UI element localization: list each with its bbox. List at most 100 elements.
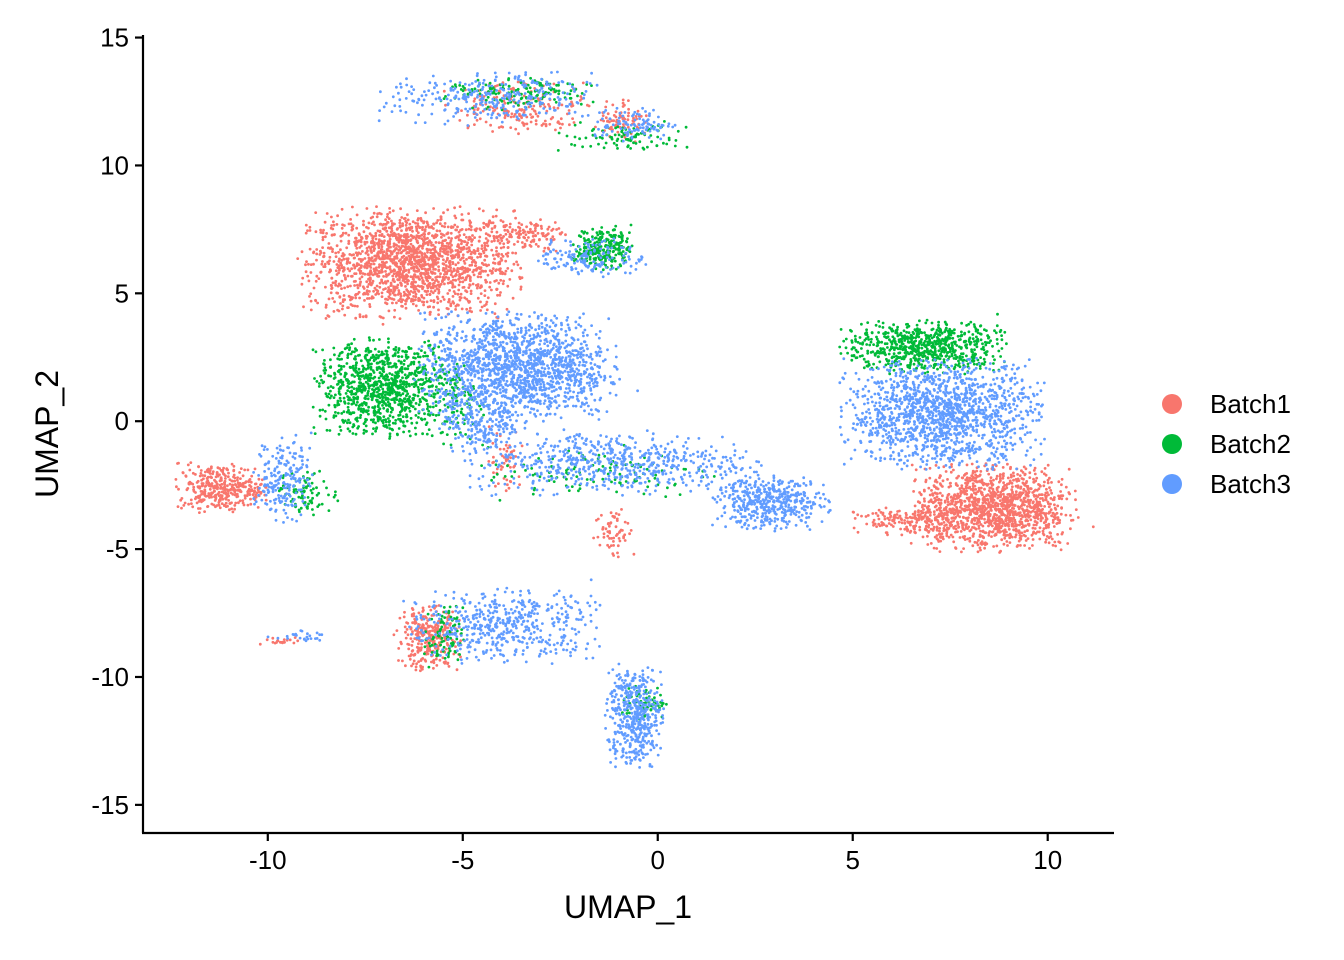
data-point [435,229,439,233]
data-point [415,259,419,263]
data-point [1042,533,1046,537]
data-point [451,261,455,264]
data-point [234,501,238,505]
data-point [175,485,178,489]
data-point [989,506,993,510]
data-point [405,247,408,251]
data-point [354,296,358,300]
data-point [349,218,352,221]
data-point [206,470,210,474]
data-point [377,246,381,250]
data-point [915,518,919,522]
data-point [1045,517,1049,521]
data-point [483,246,487,250]
data-point [415,229,419,233]
data-point [415,252,419,255]
data-point [506,246,510,250]
data-point [950,499,953,502]
data-point [453,292,457,295]
data-point [415,209,419,213]
data-point [325,232,328,235]
data-point [474,264,478,267]
data-point [181,471,185,474]
data-point [376,274,380,278]
data-point [406,621,410,625]
data-point [414,414,418,417]
data-point [174,478,178,481]
data-point [983,508,987,512]
data-point [321,260,324,263]
data-point [963,499,967,503]
data-point [961,524,964,528]
data-point [434,250,438,254]
data-point [460,213,464,216]
data-point [314,230,318,234]
data-point [376,212,379,216]
data-point [506,241,510,245]
data-point [992,478,995,482]
data-point [380,243,383,246]
data-point [1006,512,1010,515]
data-point [1039,512,1043,515]
data-point [411,302,415,306]
data-point [995,519,999,523]
data-point [451,275,455,279]
data-point [983,512,987,516]
data-point [397,299,401,302]
data-point [416,355,420,359]
data-point [556,106,560,110]
data-point [434,400,438,404]
data-point [343,347,347,351]
data-point [372,211,376,215]
data-point [362,230,366,234]
data-point [441,233,445,237]
cluster-batch1-2 [906,462,1095,554]
data-point [965,489,969,493]
data-point [322,265,326,268]
data-point [514,127,518,131]
cluster-batch2-0 [311,336,459,440]
data-point [300,282,304,286]
data-point [934,478,938,482]
data-point [608,531,612,535]
data-point [938,550,942,553]
data-point [947,535,951,539]
data-point [417,296,421,300]
data-point [459,655,462,659]
data-point [414,402,418,405]
data-point [928,476,932,480]
data-point [356,400,359,404]
data-point [977,486,981,490]
data-point [898,509,901,513]
data-point [350,274,354,278]
data-point [460,242,463,246]
data-point [393,353,397,357]
data-point [968,539,972,543]
data-point [396,251,400,255]
data-point [419,417,423,421]
data-point [1019,517,1023,521]
data-point [971,478,974,482]
data-point [987,533,991,537]
data-point [1076,516,1080,519]
data-point [342,257,346,261]
data-point [393,401,397,404]
data-point [446,225,450,229]
data-point [365,290,369,294]
data-point [304,223,308,227]
data-point [375,215,379,219]
data-point [935,547,939,550]
data-point [523,230,527,234]
data-point [993,521,996,525]
data-point [1059,512,1063,516]
data-point [414,236,418,240]
data-point [900,533,904,537]
data-point [617,513,621,516]
data-point [1042,527,1046,530]
data-point [468,224,472,227]
data-point [192,485,196,489]
data-point [947,492,951,496]
data-point [369,269,372,272]
data-point [1002,497,1006,500]
data-point [1021,471,1025,474]
